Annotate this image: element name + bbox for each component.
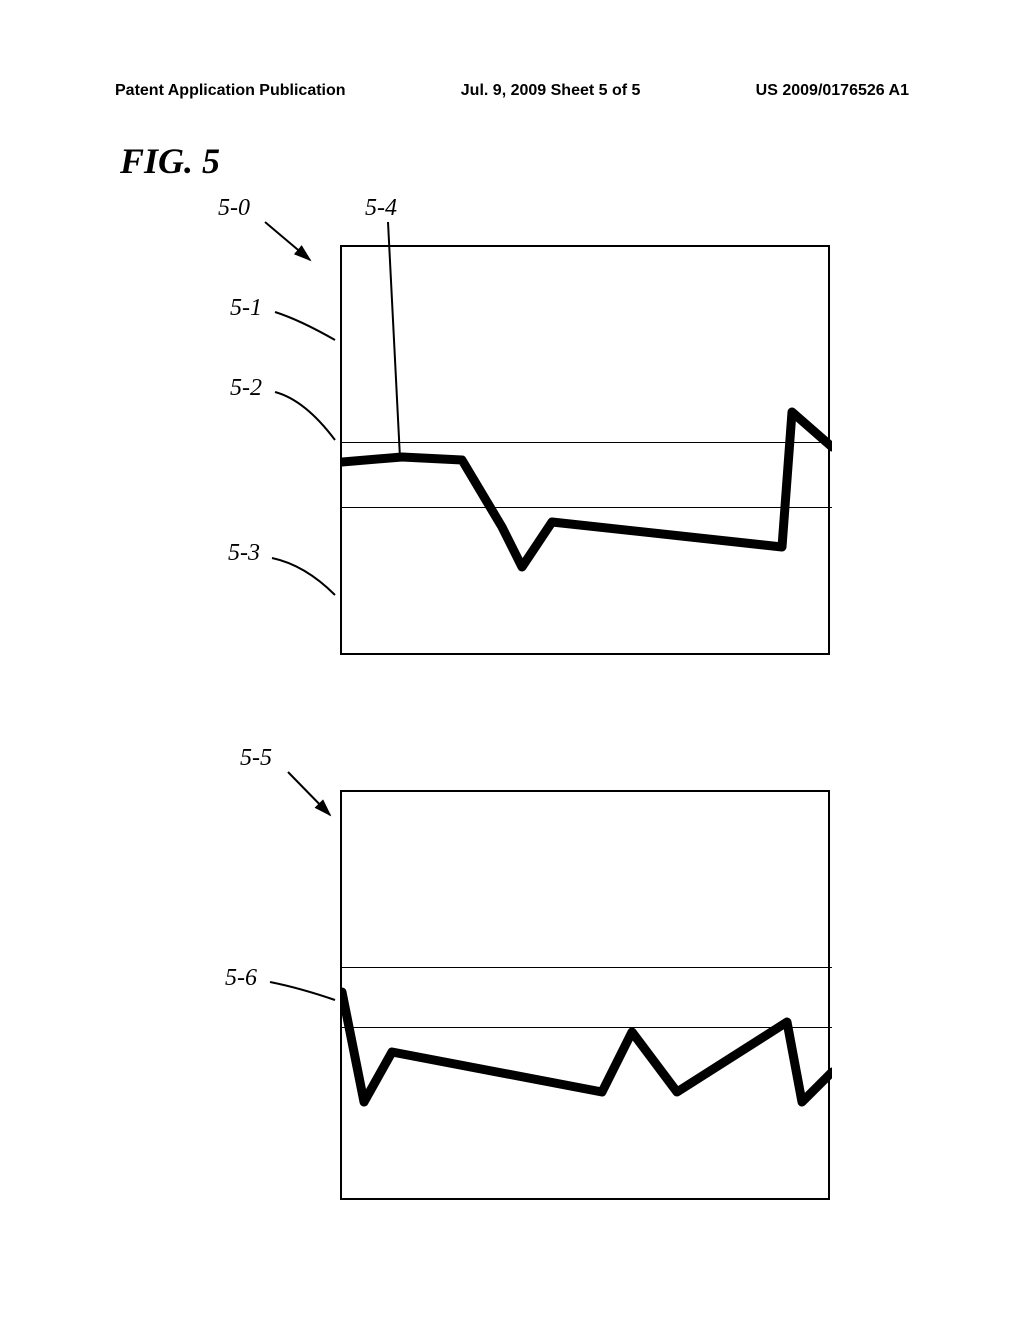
leader-lines [0,0,1024,1320]
